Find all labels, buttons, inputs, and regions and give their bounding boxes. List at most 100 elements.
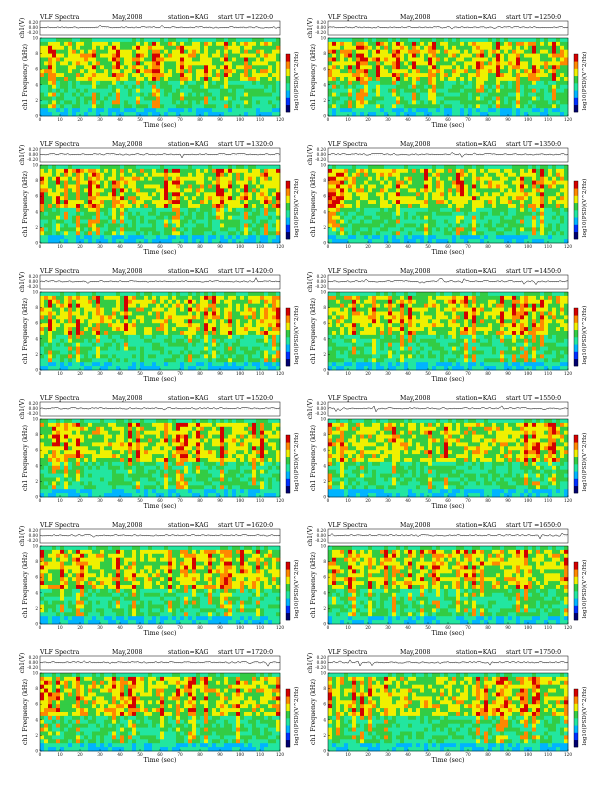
panel-station: station=KAG [456, 14, 497, 21]
spectrogram-cell [380, 215, 385, 220]
spectrogram-cell [448, 92, 453, 97]
spectrogram-cell [548, 77, 553, 82]
spectrogram-cell [88, 57, 93, 62]
spectrogram-cell [504, 61, 509, 66]
spectrogram-cell [564, 211, 569, 216]
spectrogram-cell [96, 188, 101, 193]
spectrogram-cell [204, 200, 209, 205]
spectrogram-cell [508, 165, 513, 170]
spectrogram-cell [364, 57, 369, 62]
spectrogram-cell [44, 227, 49, 232]
spectrogram-cell [260, 200, 265, 205]
spectrogram-cell [240, 235, 245, 240]
spectrogram-cell [96, 200, 101, 205]
spectrogram-cell [436, 231, 441, 236]
spectrogram-cell [220, 92, 225, 97]
spectrogram-cell [176, 104, 181, 109]
spectrogram-cell [512, 231, 517, 236]
spectrogram-cell [224, 223, 229, 228]
spectrogram-cell [80, 223, 85, 228]
spectrogram-cell [252, 223, 257, 228]
spectrogram-cell [48, 207, 53, 213]
spectrogram-cell [196, 200, 201, 205]
spectrogram-cell [212, 38, 217, 43]
spectrogram-cell [424, 100, 429, 105]
spectrogram-cell [208, 108, 213, 113]
spectrogram-cell [560, 45, 565, 50]
spectrogram-cell [496, 180, 501, 185]
spectrogram-cell [352, 108, 357, 113]
spectrogram-cell [128, 172, 133, 177]
spectrogram-cell [396, 188, 401, 193]
spectrogram-cell [172, 57, 177, 62]
spectrogram-cell [152, 223, 157, 228]
spectrogram-cell [216, 108, 221, 113]
spectrogram-cell [492, 112, 497, 117]
spectrogram-cell [364, 92, 369, 97]
spectrogram-cell [364, 49, 369, 54]
spectrogram-cell [116, 57, 121, 62]
spectrogram-cell [128, 104, 133, 109]
spectrogram-cell [464, 38, 469, 43]
spectrogram-cell [260, 211, 265, 216]
spectrogram-cell [404, 84, 409, 89]
spectrogram-cell [72, 96, 77, 101]
spectrogram-cell [60, 192, 65, 197]
spectrogram-cell [60, 108, 65, 113]
spectrogram-cell [132, 168, 137, 174]
spectrogram-cell [436, 235, 441, 240]
spectrogram-cell [332, 69, 337, 74]
spectrogram-cell [220, 96, 225, 101]
spectrogram-cell [100, 172, 105, 177]
spectrogram-cell [252, 200, 257, 205]
spectrogram-cell [248, 49, 253, 54]
spectrogram-cell [560, 77, 565, 82]
spectrogram-cell [472, 207, 477, 213]
spectrogram-cell [136, 69, 141, 74]
spectrogram-cell [148, 104, 153, 109]
spectrogram-cell [516, 65, 521, 70]
spectrogram-cell [180, 96, 185, 101]
spectrogram-cell [272, 235, 277, 240]
spectrogram-cell [52, 38, 57, 43]
spectrogram-cell [76, 215, 81, 220]
spectrogram-cell [408, 231, 413, 236]
spectrogram-cell [340, 96, 345, 101]
spectrogram-cell [132, 53, 137, 58]
spectrogram-cell [348, 112, 353, 117]
spectrogram-cell [52, 104, 57, 109]
spectrogram-cell [564, 204, 569, 209]
spectrogram-cell [344, 104, 349, 109]
spectrogram-cell [520, 168, 525, 174]
spectrogram-cell [328, 223, 333, 228]
spectrogram-cell [416, 219, 421, 224]
spectrogram-cell [564, 53, 569, 58]
spectrogram-cell [268, 61, 273, 66]
spectrogram-cell [40, 96, 45, 101]
spectrogram-cell [488, 184, 493, 189]
spectrogram-cell [384, 231, 389, 236]
spectrogram-cell [408, 165, 413, 170]
spectrogram-cell [360, 96, 365, 101]
spectrogram-cell [260, 176, 265, 181]
spectrogram-cell [340, 80, 345, 86]
spectrogram-cell [352, 96, 357, 101]
spectrogram-cell [60, 65, 65, 70]
x-axis-label: Time (sec) [144, 249, 177, 256]
y-tick-label: 10 [33, 163, 39, 168]
spectrogram-cell [224, 168, 229, 174]
spectrogram-cell [180, 53, 185, 58]
spectrogram-cell [256, 65, 261, 70]
spectrogram-cell [92, 100, 97, 105]
spectrogram-cell [328, 196, 333, 201]
spectrogram-cell [412, 184, 417, 189]
spectrogram-cell [480, 96, 485, 101]
spectrogram-cell [184, 77, 189, 82]
spectrogram-cell [96, 53, 101, 58]
spectrogram-cell [428, 100, 433, 105]
spectrogram-cell [88, 204, 93, 209]
spectrogram-cell [172, 104, 177, 109]
spectrogram-cell [100, 239, 105, 244]
spectrogram-cell [96, 239, 101, 244]
spectrogram-cell [488, 204, 493, 209]
